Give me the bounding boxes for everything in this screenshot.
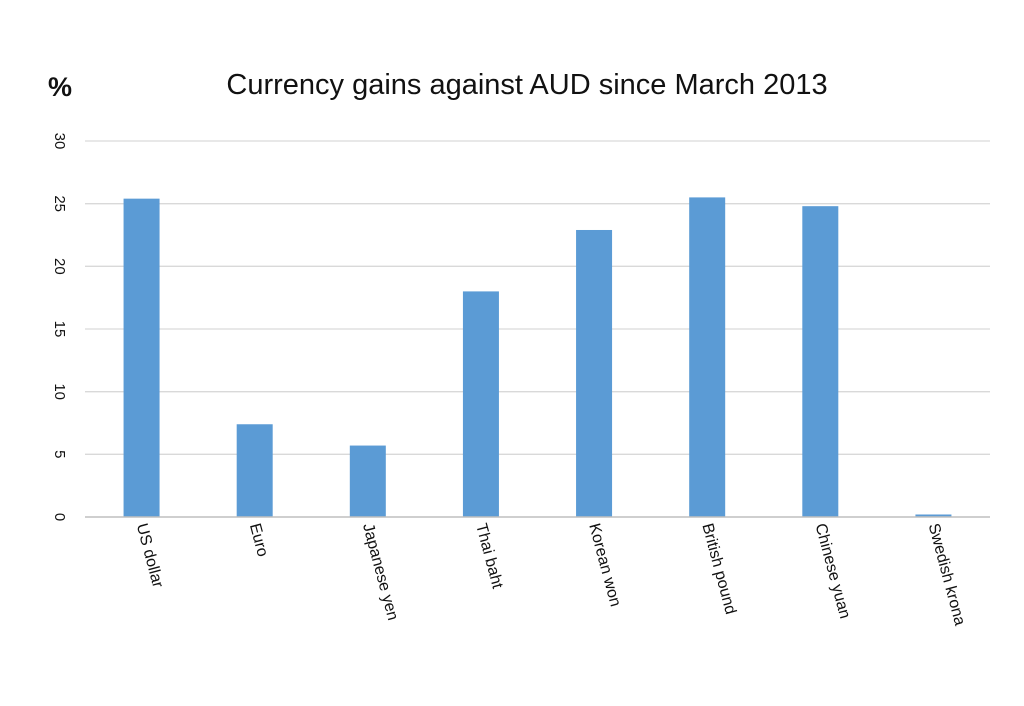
x-category-label: Korean won — [585, 522, 624, 609]
y-tick-label: 20 — [51, 258, 68, 275]
bar — [915, 514, 952, 517]
x-category-label: Chinese yuan — [811, 522, 853, 621]
bar — [689, 197, 726, 517]
chart-title: Currency gains against AUD since March 2… — [226, 69, 827, 101]
x-category-label: Japanese yen — [359, 522, 401, 623]
bar — [576, 229, 613, 517]
y-tick-label: 30 — [51, 133, 68, 150]
x-category-label: Swedish krona — [925, 522, 969, 628]
bar — [802, 206, 839, 517]
bars — [123, 197, 952, 518]
y-tick-label: 5 — [51, 450, 68, 458]
x-category-label: British pound — [698, 522, 739, 617]
gridlines — [85, 140, 990, 455]
x-category-label: US dollar — [133, 522, 167, 591]
x-axis-category-labels: US dollar Euro Japanese yen Thai baht Korean… — [133, 522, 968, 628]
y-tick-label: 10 — [51, 383, 68, 400]
x-category-label: Thai baht — [472, 522, 506, 591]
y-tick-label: 15 — [51, 321, 68, 338]
y-axis-unit-label: % — [48, 72, 72, 102]
y-tick-label: 0 — [51, 513, 68, 521]
y-tick-label: 25 — [51, 195, 68, 212]
y-axis-ticks: 0 5 10 15 20 25 30 — [51, 133, 68, 522]
bar — [462, 291, 499, 517]
bar — [236, 424, 273, 517]
bar — [123, 198, 160, 518]
x-category-label: Euro — [246, 522, 271, 559]
bar — [349, 445, 386, 517]
